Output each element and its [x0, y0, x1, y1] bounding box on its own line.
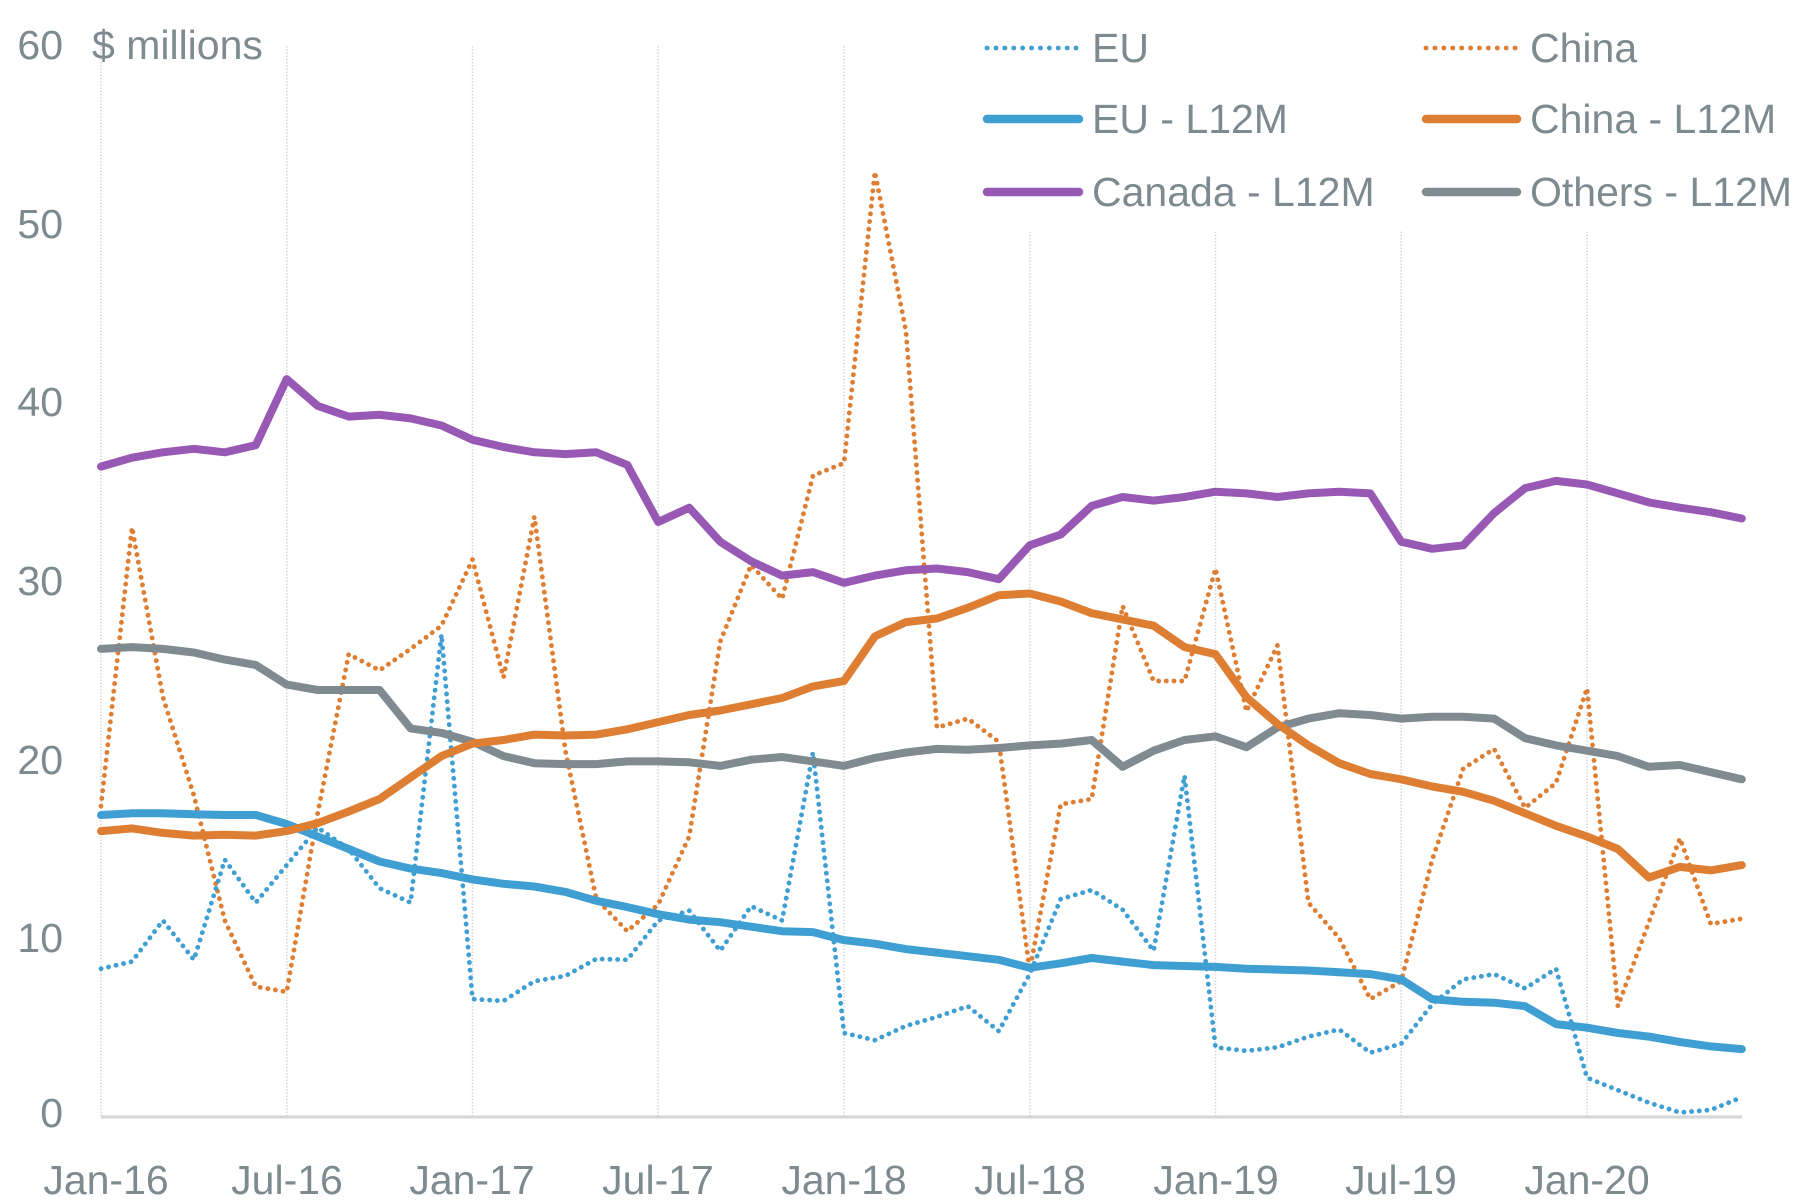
svg-text:10: 10 [17, 915, 63, 961]
svg-text:Jul-19: Jul-19 [1345, 1157, 1457, 1202]
svg-text:Jan-18: Jan-18 [781, 1157, 906, 1202]
svg-text:Jan-19: Jan-19 [1153, 1157, 1278, 1202]
svg-text:20: 20 [17, 737, 63, 783]
svg-text:Jan-16: Jan-16 [43, 1157, 168, 1202]
svg-text:Jul-16: Jul-16 [231, 1157, 343, 1202]
svg-text:Jul-18: Jul-18 [974, 1157, 1086, 1202]
svg-text:EU: EU [1092, 25, 1149, 71]
svg-text:EU - L12M: EU - L12M [1092, 96, 1288, 142]
svg-text:Canada - L12M: Canada - L12M [1092, 169, 1375, 215]
svg-text:Jul-17: Jul-17 [602, 1157, 714, 1202]
svg-text:60: 60 [17, 22, 63, 68]
svg-text:40: 40 [17, 379, 63, 425]
svg-text:0: 0 [40, 1090, 63, 1136]
svg-text:China: China [1530, 25, 1637, 71]
svg-text:Others - L12M: Others - L12M [1530, 169, 1792, 215]
svg-text:30: 30 [17, 558, 63, 604]
svg-text:50: 50 [17, 201, 63, 247]
svg-text:Jan-20: Jan-20 [1524, 1157, 1649, 1202]
svg-text:China - L12M: China - L12M [1530, 96, 1776, 142]
svg-text:Jan-17: Jan-17 [409, 1157, 534, 1202]
svg-text:$ millions: $ millions [92, 22, 263, 68]
